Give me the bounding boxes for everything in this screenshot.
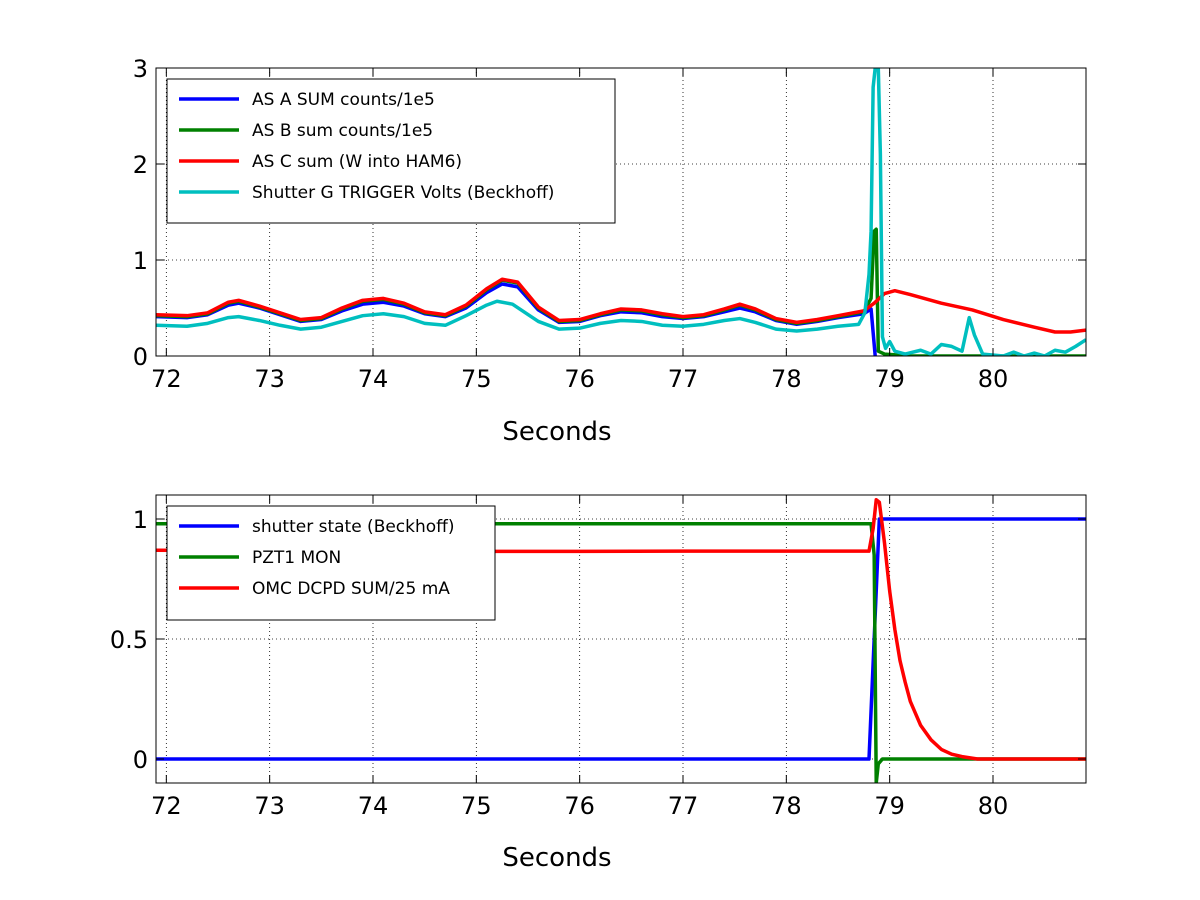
x-tick-label: 80 xyxy=(978,792,1009,820)
x-tick-label: 74 xyxy=(358,365,389,393)
y-tick-label: 1 xyxy=(133,247,148,275)
series-line-3 xyxy=(156,277,1086,334)
x-tick-label: 72 xyxy=(151,792,182,820)
x-tick-label: 76 xyxy=(564,365,595,393)
y-tick-label: 0 xyxy=(133,343,148,371)
plot-1: 72 73 74 75 76 77 78 79 80 0 1 2 3 Seconds AS A SUM co… xyxy=(133,55,1087,447)
y-tick-label: 0.5 xyxy=(110,626,148,654)
x-tick-label: 78 xyxy=(771,365,802,393)
y-tick-label: 2 xyxy=(133,151,148,179)
legend: AS A SUM counts/1e5 AS B sum counts/1e5 AS… xyxy=(166,78,616,224)
x-tick-label: 80 xyxy=(978,365,1009,393)
x-tick-label: 77 xyxy=(668,365,699,393)
series-lines xyxy=(156,68,1086,356)
x-tick-label: 73 xyxy=(254,792,285,820)
x-tick-label: 76 xyxy=(564,792,595,820)
legend: shutter state (Beckhoff) PZT1 MON OMC DCPD… xyxy=(166,505,496,621)
x-axis-label: Seconds xyxy=(502,843,611,873)
legend-entry: Shutter G TRIGGER Volts (Beckhoff) xyxy=(252,183,554,203)
legend-entry: OMC DCPD SUM/25 mA xyxy=(252,579,450,599)
series-lines xyxy=(156,498,1086,783)
x-tick-label: 72 xyxy=(151,365,182,393)
x-tick-label: 75 xyxy=(461,792,492,820)
x-tick-label: 73 xyxy=(254,365,285,393)
legend-entry: AS B sum counts/1e5 xyxy=(252,121,433,141)
series-line-3 xyxy=(156,498,1086,761)
x-tick-label: 75 xyxy=(461,365,492,393)
x-tick-label: 74 xyxy=(358,792,389,820)
y-tick-label: 3 xyxy=(133,55,148,83)
y-tick-label: 1 xyxy=(133,506,148,534)
legend-entry: PZT1 MON xyxy=(252,548,341,568)
x-tick-label: 78 xyxy=(771,792,802,820)
x-axis-label: Seconds xyxy=(502,417,611,447)
y-tick-label: 0 xyxy=(133,746,148,774)
legend-entry: AS C sum (W into HAM6) xyxy=(252,152,462,172)
legend-entry: shutter state (Beckhoff) xyxy=(252,517,455,537)
plot-2: 72 73 74 75 76 77 78 79 80 0 0.5 1 Seconds shutter st… xyxy=(110,494,1087,873)
x-tick-label: 77 xyxy=(668,792,699,820)
legend-box xyxy=(166,78,616,224)
series-line-4 xyxy=(156,68,1086,356)
x-tick-label: 79 xyxy=(874,365,905,393)
series-line-2 xyxy=(156,522,1086,783)
x-tick-label: 79 xyxy=(874,792,905,820)
axes-frame xyxy=(155,67,1087,357)
legend-entry: AS A SUM counts/1e5 xyxy=(252,90,435,110)
